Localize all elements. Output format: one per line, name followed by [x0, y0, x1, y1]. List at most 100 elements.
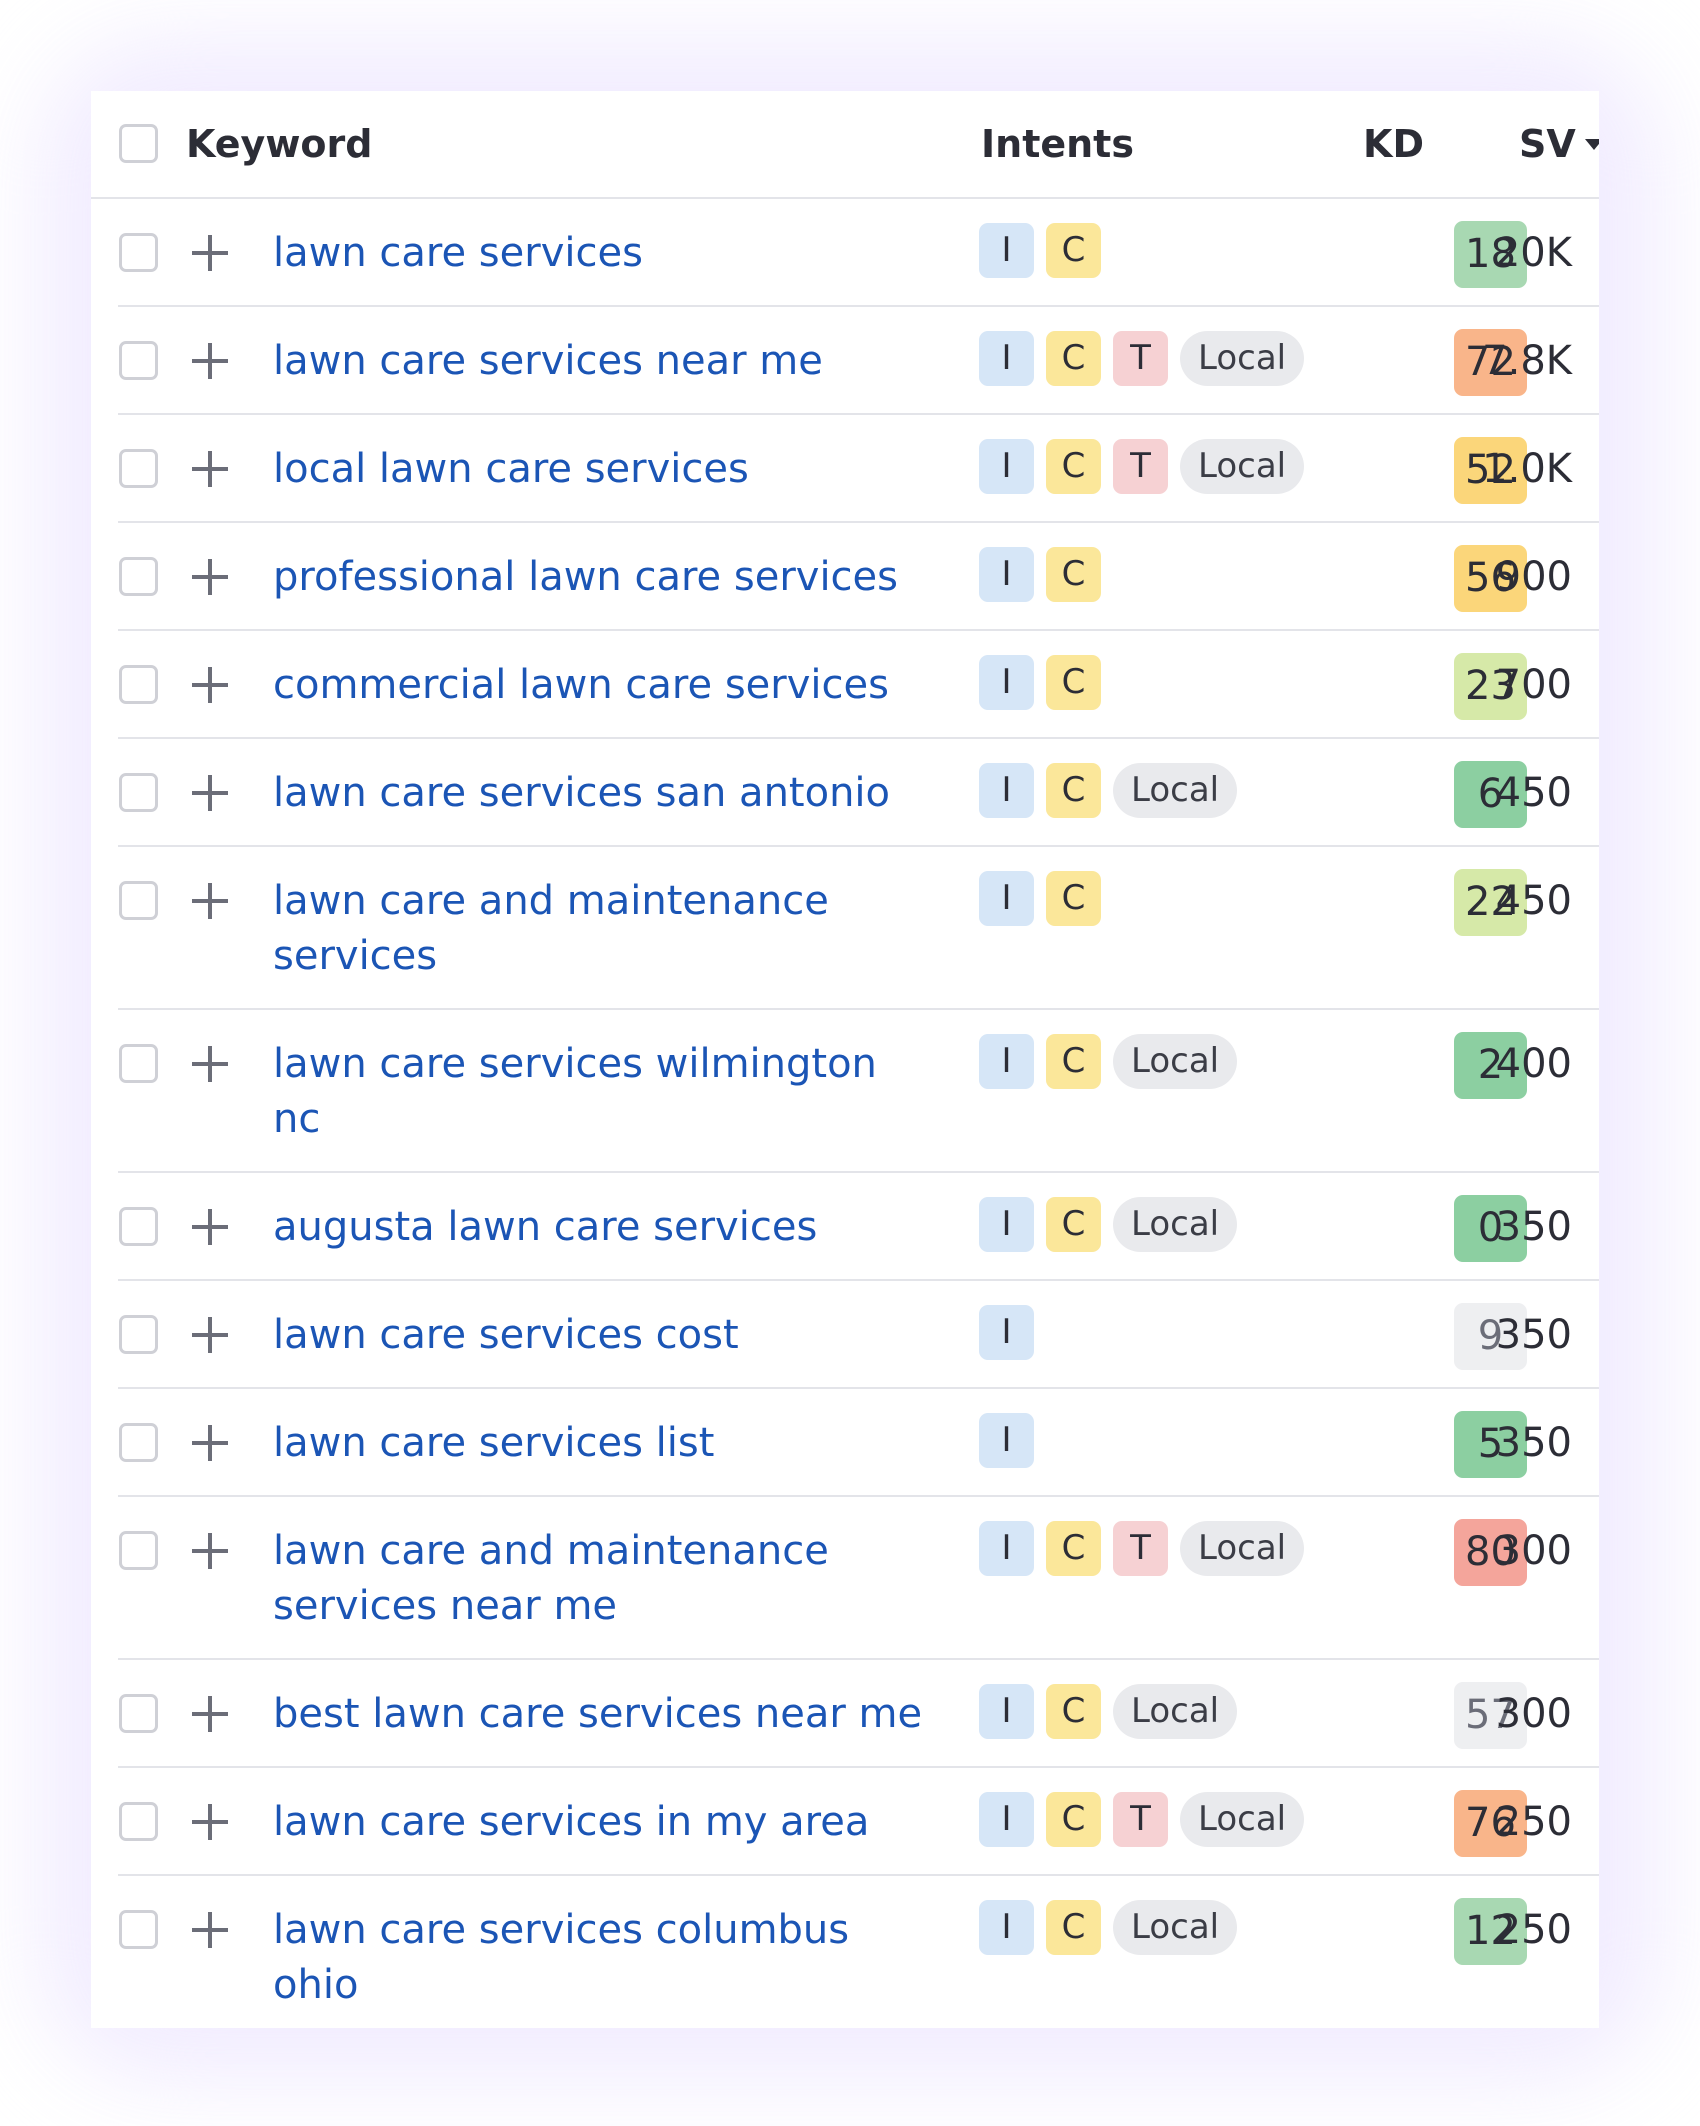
- add-keyword-plus-icon[interactable]: [192, 451, 228, 487]
- column-header-keyword[interactable]: Keyword: [186, 122, 373, 166]
- intent-badge-local: Local: [1180, 439, 1305, 494]
- row-checkbox[interactable]: [119, 1802, 158, 1841]
- intent-badge-commercial: C: [1046, 331, 1101, 386]
- table-row: lawn care services wilmington nc I C Local 2…: [118, 1010, 1599, 1173]
- intent-badge-informational: I: [979, 871, 1034, 926]
- keyword-link[interactable]: local lawn care services: [273, 446, 749, 492]
- kd-badge: 9: [1454, 1303, 1527, 1370]
- column-header-sv-label: SV: [1519, 122, 1576, 166]
- intent-badges: I C Local: [979, 1197, 1238, 1252]
- intent-badges: I C T Local: [979, 1792, 1305, 1847]
- add-keyword-plus-icon[interactable]: [192, 1425, 228, 1461]
- row-checkbox[interactable]: [119, 1910, 158, 1949]
- intent-badge-transactional: T: [1113, 331, 1168, 386]
- keyword-link[interactable]: lawn care services wilmington nc: [273, 1041, 877, 1142]
- kd-badge: 23: [1454, 653, 1527, 720]
- keyword-link[interactable]: commercial lawn care services: [273, 662, 889, 708]
- kd-badge: 76: [1454, 1790, 1527, 1857]
- row-checkbox[interactable]: [119, 557, 158, 596]
- keyword-link[interactable]: lawn care services cost: [273, 1312, 739, 1358]
- keyword-link[interactable]: augusta lawn care services: [273, 1204, 818, 1250]
- intent-badge-commercial: C: [1046, 1034, 1101, 1089]
- keyword-link[interactable]: lawn care services in my area: [273, 1799, 870, 1845]
- intent-badge-informational: I: [979, 439, 1034, 494]
- add-keyword-plus-icon[interactable]: [192, 1912, 228, 1948]
- row-checkbox[interactable]: [119, 1694, 158, 1733]
- intent-badge-commercial: C: [1046, 439, 1101, 494]
- add-keyword-plus-icon[interactable]: [192, 667, 228, 703]
- table-row: best lawn care services near me I C Local 57…: [118, 1660, 1599, 1768]
- table-row: lawn care services list I 5 350: [118, 1389, 1599, 1497]
- keyword-link[interactable]: lawn care and maintenance services: [273, 878, 829, 979]
- keyword-link[interactable]: lawn care and maintenance services near …: [273, 1528, 829, 1629]
- intent-badge-informational: I: [979, 223, 1034, 278]
- add-keyword-plus-icon[interactable]: [192, 1317, 228, 1353]
- intent-badge-commercial: C: [1046, 1521, 1101, 1576]
- kd-badge: 0: [1454, 1195, 1527, 1262]
- row-checkbox[interactable]: [119, 1044, 158, 1083]
- row-checkbox[interactable]: [119, 341, 158, 380]
- intent-badge-transactional: T: [1113, 439, 1168, 494]
- column-header-intents[interactable]: Intents: [981, 122, 1134, 166]
- intent-badge-informational: I: [979, 1197, 1034, 1252]
- search-volume: 1.0K: [1482, 446, 1572, 492]
- intent-badge-informational: I: [979, 1684, 1034, 1739]
- keyword-link[interactable]: professional lawn care services: [273, 554, 898, 600]
- row-checkbox[interactable]: [119, 1207, 158, 1246]
- row-checkbox[interactable]: [119, 881, 158, 920]
- intent-badge-local: Local: [1113, 1900, 1238, 1955]
- row-checkbox[interactable]: [119, 449, 158, 488]
- kd-badge: 12: [1454, 1898, 1527, 1965]
- select-all-checkbox[interactable]: [119, 124, 158, 163]
- add-keyword-plus-icon[interactable]: [192, 775, 228, 811]
- row-checkbox[interactable]: [119, 665, 158, 704]
- column-header-sv[interactable]: SV: [1519, 91, 1599, 197]
- keyword-link[interactable]: lawn care services list: [273, 1420, 715, 1466]
- row-checkbox[interactable]: [119, 1423, 158, 1462]
- kd-badge: 2: [1454, 1032, 1527, 1099]
- intent-badge-informational: I: [979, 331, 1034, 386]
- intent-badge-commercial: C: [1046, 871, 1101, 926]
- add-keyword-plus-icon[interactable]: [192, 1696, 228, 1732]
- keyword-link[interactable]: lawn care services san antonio: [273, 770, 891, 816]
- add-keyword-plus-icon[interactable]: [192, 1804, 228, 1840]
- intent-badge-informational: I: [979, 1792, 1034, 1847]
- table-header: Keyword Intents KD SV: [91, 91, 1599, 199]
- kd-badge: 80: [1454, 1519, 1527, 1586]
- intent-badge-commercial: C: [1046, 1792, 1101, 1847]
- search-volume: 450: [1495, 770, 1572, 816]
- search-volume: 7.8K: [1482, 338, 1572, 384]
- column-header-kd[interactable]: KD: [1363, 122, 1424, 166]
- keyword-link[interactable]: best lawn care services near me: [273, 1691, 923, 1737]
- kd-badge: 18: [1454, 221, 1527, 288]
- add-keyword-plus-icon[interactable]: [192, 343, 228, 379]
- row-checkbox[interactable]: [119, 1531, 158, 1570]
- intent-badges: I C Local: [979, 763, 1238, 818]
- intent-badge-local: Local: [1113, 1684, 1238, 1739]
- keyword-link[interactable]: lawn care services: [273, 230, 643, 276]
- table-row: lawn care and maintenance services I C 22 45…: [118, 847, 1599, 1010]
- keyword-link[interactable]: lawn care services near me: [273, 338, 823, 384]
- add-keyword-plus-icon[interactable]: [192, 883, 228, 919]
- add-keyword-plus-icon[interactable]: [192, 235, 228, 271]
- add-keyword-plus-icon[interactable]: [192, 559, 228, 595]
- add-keyword-plus-icon[interactable]: [192, 1209, 228, 1245]
- add-keyword-plus-icon[interactable]: [192, 1046, 228, 1082]
- keyword-link[interactable]: lawn care services columbus ohio: [273, 1907, 850, 2008]
- search-volume: 300: [1495, 1528, 1572, 1574]
- row-checkbox[interactable]: [119, 773, 158, 812]
- intent-badges: I C Local: [979, 1684, 1238, 1739]
- intent-badge-commercial: C: [1046, 763, 1101, 818]
- table-row: lawn care services near me I C T Local 72 7.8K: [118, 307, 1599, 415]
- intent-badge-commercial: C: [1046, 1197, 1101, 1252]
- row-checkbox[interactable]: [119, 1315, 158, 1354]
- kd-badge: 57: [1454, 1682, 1527, 1749]
- add-keyword-plus-icon[interactable]: [192, 1533, 228, 1569]
- intent-badges: I: [979, 1413, 1034, 1468]
- intent-badges: I C T Local: [979, 439, 1305, 494]
- kd-badge: 72: [1454, 329, 1527, 396]
- row-checkbox[interactable]: [119, 233, 158, 272]
- intent-badge-informational: I: [979, 1900, 1034, 1955]
